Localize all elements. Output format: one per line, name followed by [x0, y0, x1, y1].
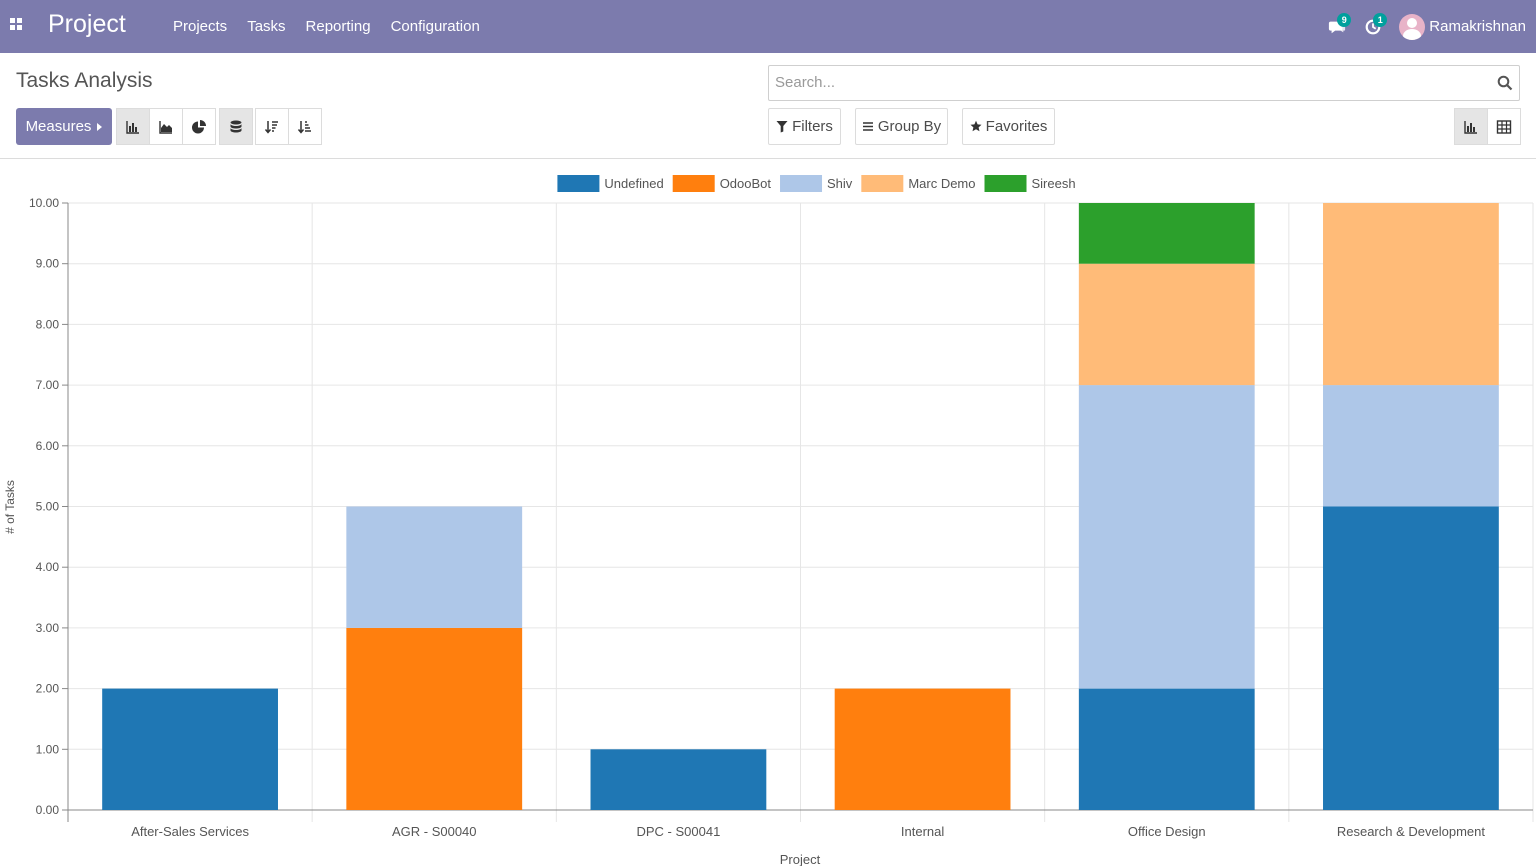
- measures-label: Measures: [25, 118, 92, 135]
- sort-group: [255, 108, 322, 145]
- table-icon: [1496, 119, 1512, 134]
- caret-right-icon: [97, 122, 103, 131]
- sort-descending-button[interactable]: [255, 108, 289, 145]
- y-tick-label: 2.00: [36, 682, 60, 696]
- search-input[interactable]: [775, 74, 1475, 91]
- bars-icon: [862, 122, 873, 131]
- search-icon[interactable]: [1497, 75, 1513, 91]
- graph-view-button[interactable]: [1454, 108, 1488, 145]
- group-by-button[interactable]: Group By: [855, 108, 948, 145]
- y-tick-label: 10.00: [29, 196, 59, 210]
- bar-chart-icon: [1464, 120, 1477, 134]
- user-name: Ramakrishnan: [1429, 18, 1526, 35]
- avatar: [1399, 13, 1426, 40]
- messages-count-badge: 9: [1337, 13, 1352, 27]
- database-icon: [230, 120, 242, 132]
- menu-item-tasks[interactable]: Tasks: [247, 18, 286, 35]
- bar-chart-button[interactable]: [116, 108, 150, 145]
- sort-ascending-icon: [297, 120, 311, 134]
- legend-swatch: [780, 175, 823, 192]
- systray: 9 1 Ramakrishnan: [1319, 0, 1536, 53]
- legend-label: Undefined: [604, 176, 663, 191]
- x-tick-label: Office Design: [1128, 824, 1206, 839]
- line-chart-button[interactable]: [149, 108, 183, 145]
- activities-count-badge: 1: [1373, 13, 1388, 27]
- y-tick-label: 4.00: [36, 560, 60, 574]
- bar-chart-icon: [126, 120, 139, 134]
- legend-label: Marc Demo: [908, 176, 975, 191]
- y-tick-label: 9.00: [36, 257, 60, 271]
- stacked-button[interactable]: [219, 108, 253, 145]
- top-menu: Projects Tasks Reporting Configuration: [163, 0, 490, 53]
- sort-descending-icon: [264, 120, 278, 134]
- pie-chart-button[interactable]: [182, 108, 216, 145]
- pie-chart-icon: [192, 119, 206, 133]
- legend-swatch: [672, 175, 715, 192]
- chart-area: 0.00 1.00 2.00 3.00 4.00 5.00 6.00 7.00 8.00 9.00…: [0, 160, 1536, 866]
- bar-segment: [1078, 263, 1255, 386]
- bar-segment: [1323, 506, 1499, 810]
- view-switcher: [1454, 108, 1521, 145]
- activities-button[interactable]: 1: [1355, 0, 1391, 53]
- y-tick-label: 1.00: [36, 742, 60, 756]
- filters-label: Filters: [792, 118, 833, 135]
- legend-swatch: [861, 175, 904, 192]
- x-tick-label: DPC - S00041: [637, 824, 721, 839]
- area-chart-icon: [159, 120, 172, 134]
- legend-label: Sireesh: [1032, 176, 1076, 191]
- y-tick-label: 7.00: [36, 378, 60, 392]
- star-icon: [970, 120, 982, 132]
- chart-type-group: [116, 108, 216, 145]
- bar-segment: [834, 688, 1011, 810]
- bar-segment: [1078, 385, 1255, 689]
- favorites-button[interactable]: Favorites: [962, 108, 1055, 145]
- messages-button[interactable]: 9: [1319, 0, 1355, 53]
- stack-group: [219, 108, 253, 145]
- favorites-label: Favorites: [985, 118, 1048, 135]
- page-title: Tasks Analysis: [16, 69, 153, 92]
- search-box: [768, 65, 1520, 101]
- legend-swatch: [984, 175, 1027, 192]
- legend-swatch: [557, 175, 600, 192]
- y-tick-label: 6.00: [36, 439, 60, 453]
- y-tick-label: 5.00: [36, 500, 60, 514]
- y-tick-label: 0.00: [36, 803, 60, 817]
- bar-segment: [102, 688, 278, 810]
- bar-segment: [346, 506, 523, 628]
- pivot-view-button[interactable]: [1487, 108, 1521, 145]
- filter-icon: [776, 121, 788, 133]
- y-tick-label: 3.00: [36, 621, 60, 635]
- bar-segment: [1323, 203, 1499, 386]
- group-by-label: Group By: [877, 118, 942, 135]
- apps-grid-icon[interactable]: [10, 18, 22, 30]
- measures-button[interactable]: Measures: [16, 108, 112, 145]
- y-tick-label: 8.00: [36, 317, 60, 331]
- bar-segment: [1078, 203, 1255, 264]
- x-tick-label: After-Sales Services: [131, 824, 249, 839]
- stacked-bar-chart: 0.00 1.00 2.00 3.00 4.00 5.00 6.00 7.00 8.00 9.00…: [3, 175, 1534, 866]
- main-navbar: Project Projects Tasks Reporting Configu…: [0, 0, 1536, 53]
- legend-label: OdooBot: [720, 176, 772, 191]
- x-tick-label: AGR - S00040: [392, 824, 477, 839]
- bar-segment: [346, 627, 523, 810]
- menu-item-projects[interactable]: Projects: [173, 18, 228, 35]
- bar-segment: [590, 749, 767, 810]
- x-tick-label: Research & Development: [1337, 824, 1486, 839]
- y-axis-title: # of Tasks: [3, 480, 17, 534]
- menu-item-reporting[interactable]: Reporting: [305, 18, 371, 35]
- control-panel: Tasks Analysis Measures Filters: [0, 53, 1536, 159]
- legend-label: Shiv: [827, 176, 853, 191]
- bar-segment: [1078, 688, 1255, 810]
- filters-button[interactable]: Filters: [768, 108, 841, 145]
- sort-ascending-button[interactable]: [288, 108, 322, 145]
- x-tick-label: Internal: [901, 824, 944, 839]
- app-brand[interactable]: Project: [48, 10, 126, 38]
- bar-segment: [1323, 385, 1499, 507]
- user-menu[interactable]: Ramakrishnan: [1391, 13, 1536, 40]
- x-axis-title: Project: [780, 852, 821, 866]
- menu-item-configuration[interactable]: Configuration: [390, 18, 480, 35]
